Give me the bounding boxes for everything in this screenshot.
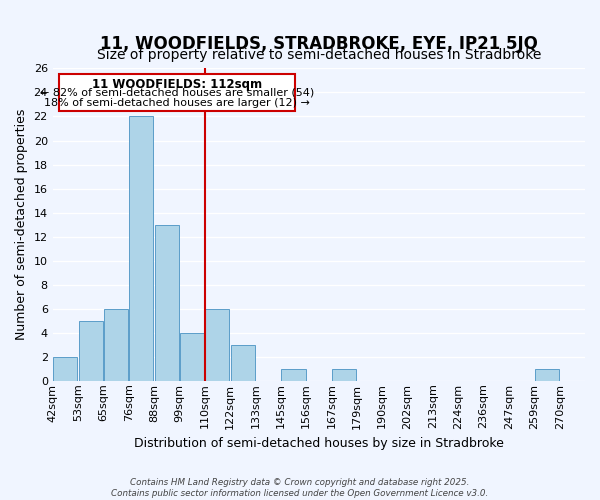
Bar [104, 308, 128, 381]
X-axis label: Distribution of semi-detached houses by size in Stradbroke: Distribution of semi-detached houses by … [134, 437, 504, 450]
Bar [281, 369, 305, 381]
Text: 18% of semi-detached houses are larger (12) →: 18% of semi-detached houses are larger (… [44, 98, 310, 108]
Text: 11 WOODFIELDS: 112sqm: 11 WOODFIELDS: 112sqm [92, 78, 262, 91]
Text: Contains HM Land Registry data © Crown copyright and database right 2025.
Contai: Contains HM Land Registry data © Crown c… [112, 478, 488, 498]
Bar [231, 344, 255, 381]
Title: 11, WOODFIELDS, STRADBROKE, EYE, IP21 5JQ: 11, WOODFIELDS, STRADBROKE, EYE, IP21 5J… [100, 35, 538, 53]
Bar [155, 224, 179, 381]
Bar [205, 308, 229, 381]
Bar [332, 369, 356, 381]
Bar [130, 116, 154, 381]
FancyBboxPatch shape [59, 74, 295, 111]
Bar [79, 320, 103, 381]
Y-axis label: Number of semi-detached properties: Number of semi-detached properties [15, 109, 28, 340]
Text: ← 82% of semi-detached houses are smaller (54): ← 82% of semi-detached houses are smalle… [40, 88, 314, 98]
Bar [53, 356, 77, 381]
Bar [535, 369, 559, 381]
Text: Size of property relative to semi-detached houses in Stradbroke: Size of property relative to semi-detach… [97, 48, 541, 62]
Bar [180, 332, 204, 381]
